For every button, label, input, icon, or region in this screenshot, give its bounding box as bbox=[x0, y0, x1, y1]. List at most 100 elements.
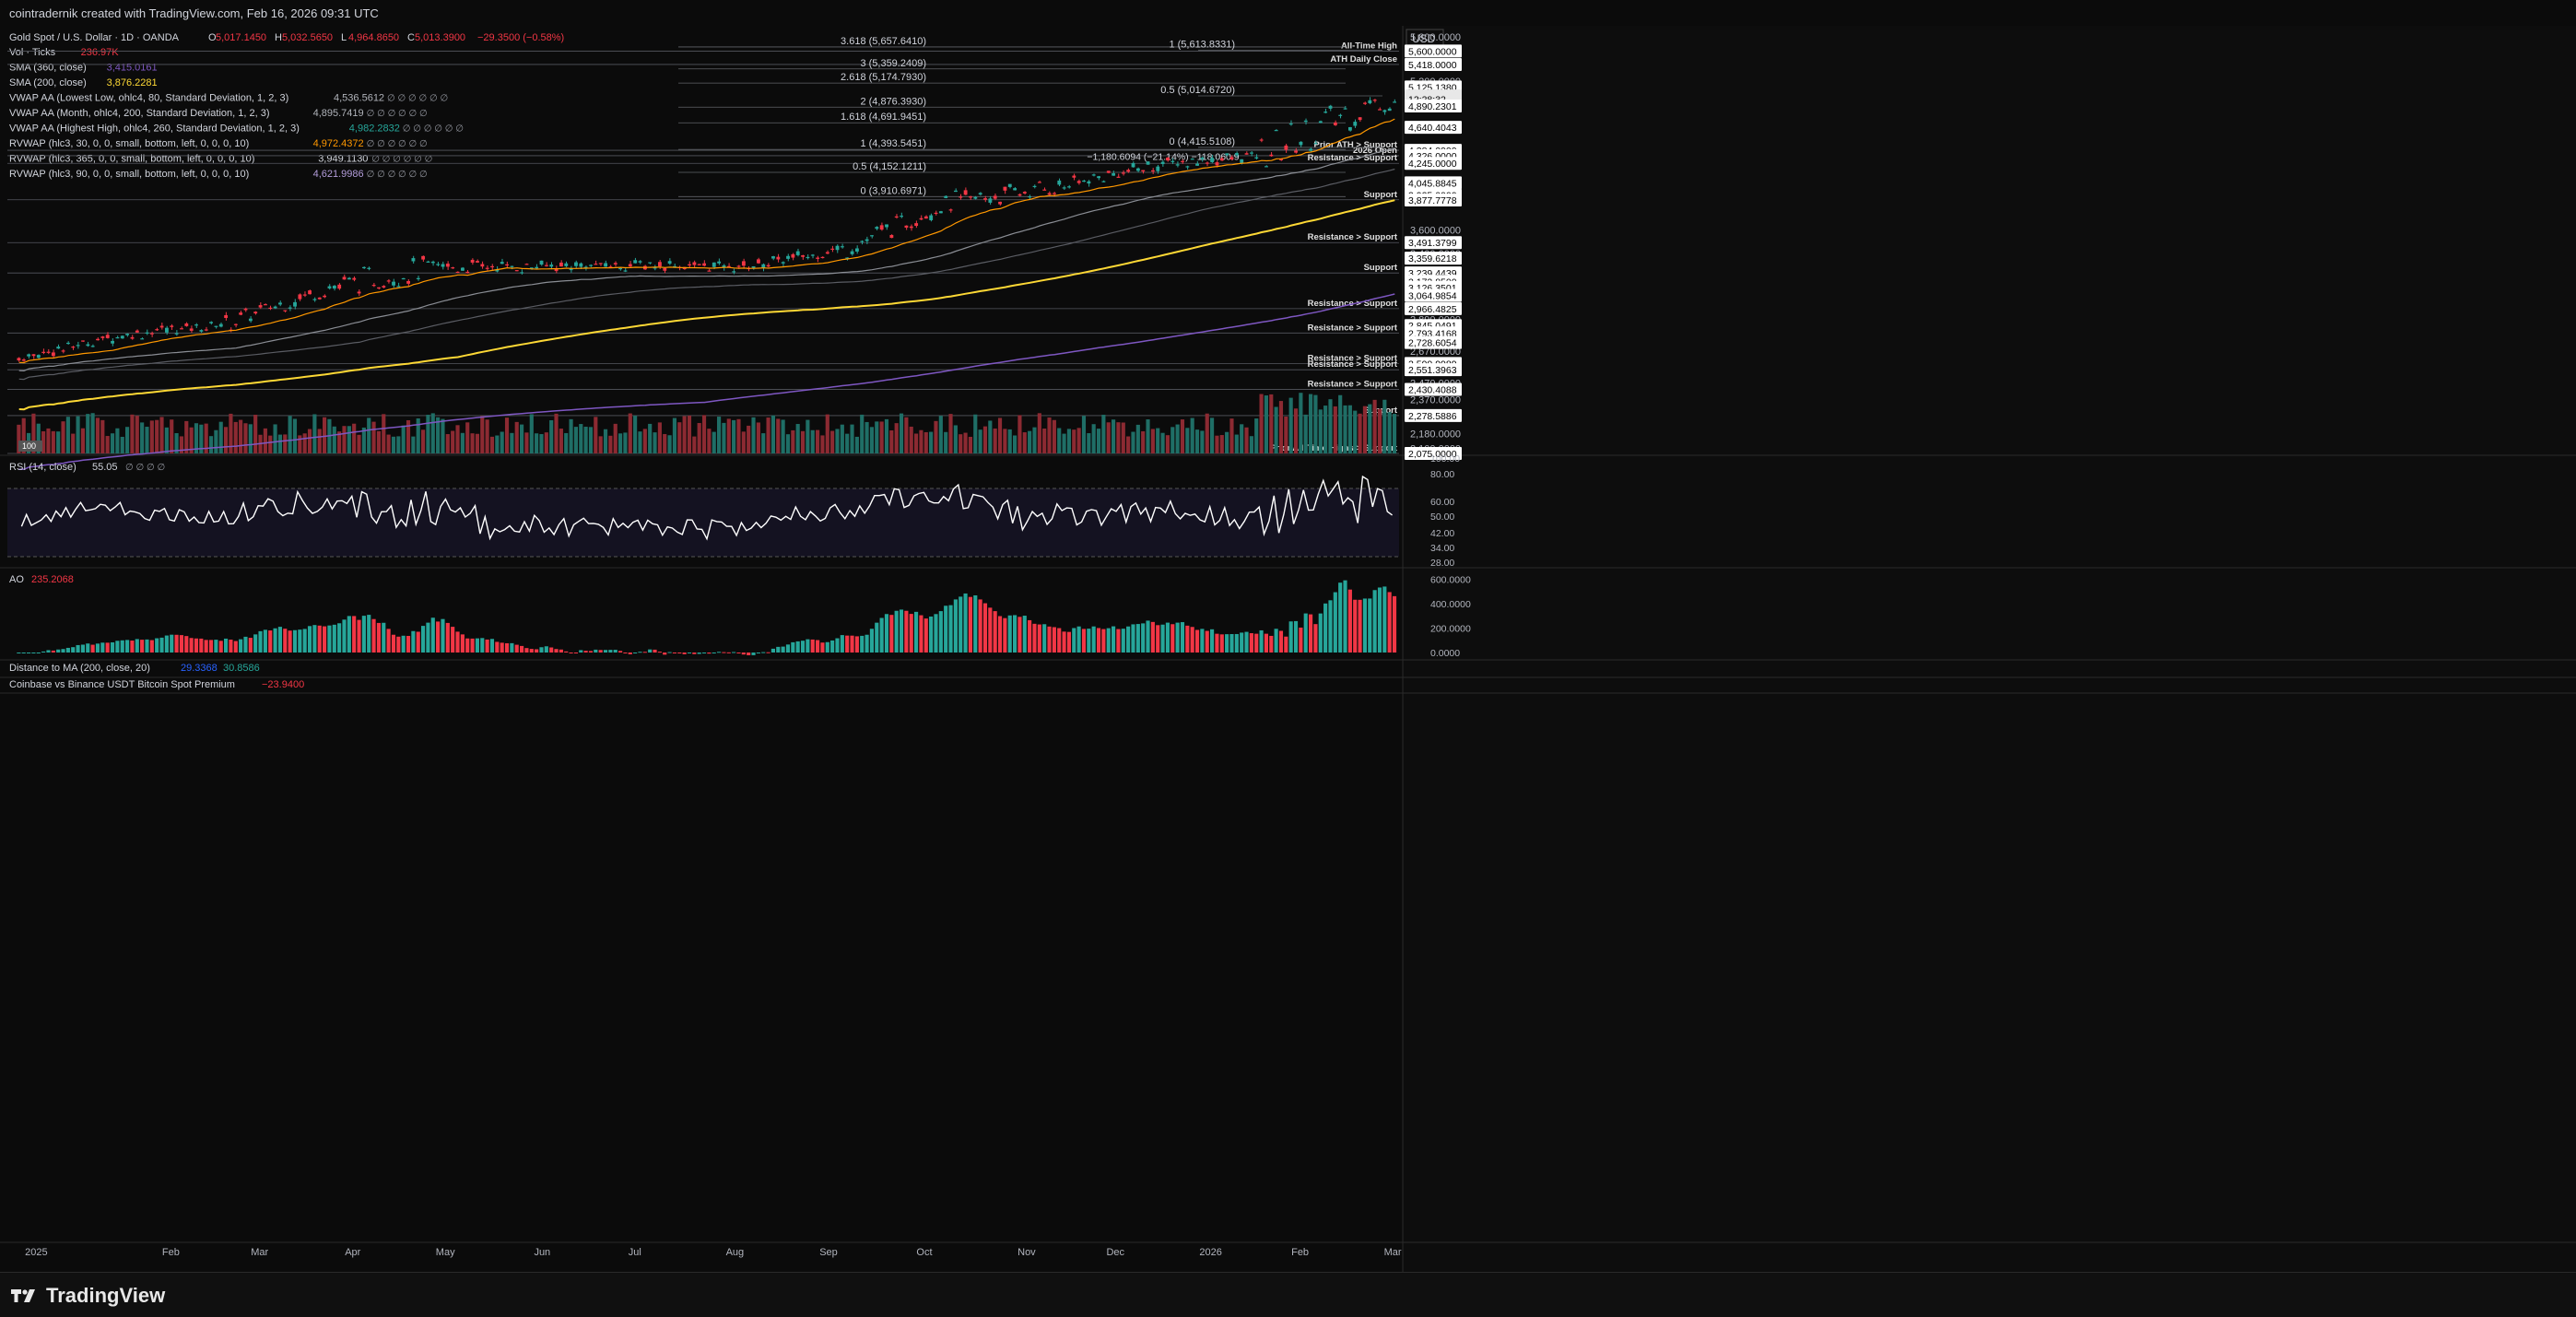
candle[interactable] bbox=[371, 285, 376, 287]
candle[interactable] bbox=[455, 271, 460, 274]
candle[interactable] bbox=[963, 190, 968, 195]
candle[interactable] bbox=[795, 251, 800, 255]
candle[interactable] bbox=[722, 265, 726, 268]
candle[interactable] bbox=[174, 333, 179, 335]
candle[interactable] bbox=[618, 267, 623, 270]
candle[interactable] bbox=[1338, 114, 1343, 116]
candle[interactable] bbox=[120, 335, 124, 339]
candle[interactable] bbox=[426, 261, 430, 263]
candle[interactable] bbox=[41, 351, 46, 353]
candle[interactable] bbox=[1013, 188, 1017, 191]
candle[interactable] bbox=[613, 263, 618, 265]
candle[interactable] bbox=[1185, 166, 1190, 168]
candle[interactable] bbox=[224, 314, 229, 319]
candle[interactable] bbox=[1313, 143, 1318, 145]
candle[interactable] bbox=[879, 225, 884, 230]
candle[interactable] bbox=[204, 329, 208, 331]
candle[interactable] bbox=[663, 267, 667, 271]
candle[interactable] bbox=[1200, 158, 1205, 159]
candle[interactable] bbox=[1269, 154, 1274, 157]
candle[interactable] bbox=[707, 270, 712, 272]
candle[interactable] bbox=[367, 267, 371, 269]
candle[interactable] bbox=[111, 340, 114, 344]
candle[interactable] bbox=[125, 334, 130, 335]
candle[interactable] bbox=[288, 307, 292, 309]
candle[interactable] bbox=[278, 302, 282, 305]
candle[interactable] bbox=[293, 301, 297, 307]
candle[interactable] bbox=[658, 262, 662, 267]
candle[interactable] bbox=[1393, 101, 1396, 103]
candle[interactable] bbox=[1017, 194, 1022, 196]
candle[interactable] bbox=[239, 312, 243, 315]
candle[interactable] bbox=[1279, 159, 1283, 160]
candle[interactable] bbox=[357, 291, 361, 294]
candle[interactable] bbox=[406, 280, 410, 284]
candle[interactable] bbox=[1053, 193, 1056, 194]
candle[interactable] bbox=[233, 323, 238, 325]
candle[interactable] bbox=[900, 216, 903, 218]
candle[interactable] bbox=[969, 196, 972, 198]
candle[interactable] bbox=[347, 277, 351, 280]
candle[interactable] bbox=[317, 297, 322, 300]
candle[interactable] bbox=[81, 340, 85, 342]
candle[interactable] bbox=[337, 284, 342, 289]
candle[interactable] bbox=[1343, 108, 1347, 110]
candle[interactable] bbox=[362, 266, 366, 269]
candle[interactable] bbox=[702, 263, 706, 266]
candle[interactable] bbox=[1141, 170, 1146, 172]
candle[interactable] bbox=[100, 336, 105, 338]
candle[interactable] bbox=[1146, 161, 1150, 165]
candle[interactable] bbox=[159, 325, 164, 328]
candle[interactable] bbox=[806, 256, 810, 259]
candle[interactable] bbox=[673, 265, 676, 268]
candle[interactable] bbox=[1062, 187, 1066, 189]
candle[interactable] bbox=[1328, 105, 1333, 109]
candle[interactable] bbox=[845, 257, 850, 259]
candle[interactable] bbox=[988, 198, 993, 203]
candle[interactable] bbox=[248, 318, 253, 322]
candle[interactable] bbox=[264, 304, 267, 306]
candle[interactable] bbox=[514, 270, 519, 272]
candle[interactable] bbox=[875, 227, 879, 229]
candle[interactable] bbox=[253, 312, 258, 314]
candle[interactable] bbox=[549, 265, 554, 267]
candle[interactable] bbox=[574, 262, 578, 266]
candle[interactable] bbox=[1032, 185, 1037, 188]
candle[interactable] bbox=[46, 351, 51, 353]
candle[interactable] bbox=[638, 261, 642, 263]
candle[interactable] bbox=[51, 352, 55, 357]
candle[interactable] bbox=[623, 270, 628, 272]
candle[interactable] bbox=[268, 307, 273, 310]
candle[interactable] bbox=[741, 261, 746, 266]
candle[interactable] bbox=[135, 330, 139, 333]
candle[interactable] bbox=[1378, 109, 1382, 111]
candle[interactable] bbox=[1333, 122, 1337, 125]
candle[interactable] bbox=[1244, 153, 1249, 155]
candle[interactable] bbox=[1299, 141, 1303, 146]
candle[interactable] bbox=[959, 196, 963, 198]
candle[interactable] bbox=[717, 261, 722, 264]
candle[interactable] bbox=[776, 256, 781, 260]
candle[interactable] bbox=[579, 263, 583, 267]
candle[interactable] bbox=[480, 264, 485, 267]
candle[interactable] bbox=[1240, 159, 1244, 164]
candle[interactable] bbox=[145, 332, 149, 334]
candle[interactable] bbox=[308, 290, 312, 295]
candle[interactable] bbox=[1309, 148, 1313, 151]
candle[interactable] bbox=[1116, 176, 1121, 178]
candle[interactable] bbox=[184, 323, 189, 326]
candle[interactable] bbox=[1195, 163, 1199, 166]
candle[interactable] bbox=[1126, 170, 1131, 172]
candle[interactable] bbox=[865, 239, 869, 241]
candle[interactable] bbox=[633, 260, 638, 264]
candle[interactable] bbox=[490, 265, 494, 268]
candle[interactable] bbox=[149, 333, 154, 335]
candle[interactable] bbox=[791, 253, 795, 258]
candle[interactable] bbox=[441, 264, 445, 267]
candle[interactable] bbox=[352, 277, 357, 280]
candle[interactable] bbox=[416, 277, 420, 279]
candle[interactable] bbox=[86, 344, 90, 347]
candle[interactable] bbox=[1097, 176, 1100, 179]
candle[interactable] bbox=[919, 218, 923, 220]
candle[interactable] bbox=[667, 261, 672, 265]
